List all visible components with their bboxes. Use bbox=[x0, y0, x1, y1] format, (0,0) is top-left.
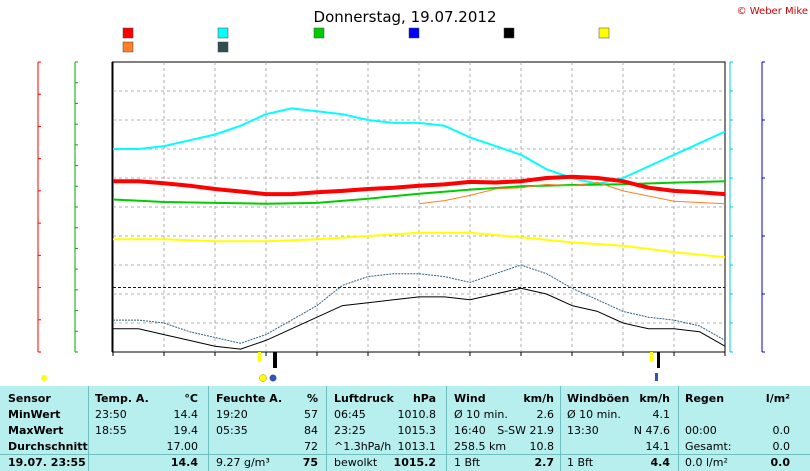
table-cell-gust-value: 14.1 bbox=[645, 440, 671, 453]
table-row-label: MinWert bbox=[8, 408, 61, 421]
moon-icon bbox=[269, 374, 277, 382]
legend bbox=[122, 27, 610, 53]
dewpoint-series-line bbox=[113, 231, 726, 259]
table-cell-wind-value: 10.8 bbox=[529, 440, 555, 453]
table-cell-hum-note: 19:20 bbox=[216, 408, 248, 421]
table-cell-gust-value: 4.4 bbox=[650, 456, 671, 469]
table-cell-press-value: 1013.1 bbox=[397, 440, 437, 453]
table-header-hum-unit: % bbox=[306, 392, 318, 405]
table-cell-press-value: 1015.2 bbox=[393, 456, 436, 469]
table-cell-rain-note: Gesamt: bbox=[685, 440, 732, 453]
table-header-sensor: Sensor bbox=[8, 392, 51, 405]
table-divider bbox=[326, 386, 327, 471]
chart-title: Donnerstag, 19.07.2012 bbox=[314, 8, 497, 26]
table-cell-wind-note: 258.5 km bbox=[454, 440, 507, 453]
temp-series-line bbox=[113, 174, 726, 197]
legend-swatch bbox=[503, 27, 515, 39]
table-cell-gust-note: Ø 10 min. bbox=[567, 408, 621, 421]
table-divider bbox=[88, 386, 89, 471]
table-cell-gust-value: N 47.6 bbox=[633, 424, 670, 437]
legend-swatch bbox=[217, 41, 229, 53]
table-cell-rain-value: 0.0 bbox=[770, 456, 791, 469]
table-header-rain-unit: l/m² bbox=[765, 392, 790, 405]
gust-series-line bbox=[113, 264, 726, 344]
table-cell-wind-value: S-SW 21.9 bbox=[497, 424, 554, 437]
pressure-series-line bbox=[112, 180, 726, 205]
table-cell-wind-note: 1 Bft bbox=[454, 456, 481, 469]
table-cell-temp-value: 19.4 bbox=[173, 424, 199, 437]
table-row-label: Durchschnitt bbox=[8, 440, 88, 453]
table-header-press: Luftdruck bbox=[334, 392, 394, 405]
table-cell-hum-value: 72 bbox=[304, 440, 318, 453]
table-cell-wind-value: 2.7 bbox=[534, 456, 555, 469]
legend-swatch bbox=[122, 41, 134, 53]
table-cell-rain-value: 0.0 bbox=[772, 440, 791, 453]
legend-swatch bbox=[313, 27, 325, 39]
table-divider bbox=[560, 386, 561, 471]
legend-swatch bbox=[122, 27, 134, 39]
table-divider bbox=[208, 386, 209, 471]
table-cell-hum-value: 57 bbox=[304, 408, 318, 421]
table-cell-press-note: 23:25 bbox=[334, 424, 366, 437]
moon-marker-icon bbox=[655, 373, 658, 381]
table-cell-temp-note: 18:55 bbox=[95, 424, 127, 437]
table-cell-press-note: bewolkt bbox=[334, 456, 378, 469]
table-cell-press-value: 1015.3 bbox=[397, 424, 437, 437]
table-cell-press-value: 1010.8 bbox=[397, 408, 437, 421]
legend-swatch bbox=[408, 27, 420, 39]
table-divider bbox=[678, 386, 679, 471]
table-cell-temp-value: 14.4 bbox=[173, 408, 199, 421]
table-cell-press-note: 06:45 bbox=[334, 408, 366, 421]
table-row-divider bbox=[0, 454, 810, 455]
table-header-wind: Wind bbox=[454, 392, 486, 405]
table-cell-hum-value: 75 bbox=[302, 456, 318, 469]
x-axis bbox=[112, 352, 726, 356]
weather-chart: Donnerstag, 19.07.2012 © Weber Mike bbox=[37, 6, 808, 382]
table-cell-wind-note: 16:40 bbox=[454, 424, 486, 437]
table-cell-hum-note: 05:35 bbox=[216, 424, 248, 437]
table-cell-hum-value: 84 bbox=[304, 424, 318, 437]
sunset-marker bbox=[650, 352, 653, 362]
table-header-hum: Feuchte A. bbox=[216, 392, 283, 405]
table-cell-rain-value: 0.0 bbox=[772, 424, 791, 437]
legend-swatch bbox=[598, 27, 610, 39]
sunrise-marker bbox=[258, 352, 261, 362]
table-cell-gust-note: 1 Bft bbox=[567, 456, 594, 469]
legend-swatch bbox=[217, 27, 229, 39]
table-cell-rain-note: 00:00 bbox=[685, 424, 717, 437]
table-cell-temp-value: 17.00 bbox=[166, 440, 199, 453]
moonset-marker bbox=[657, 352, 660, 368]
table-cell-wind-value: 2.6 bbox=[536, 408, 555, 421]
windchill-series-line bbox=[418, 182, 726, 205]
table-cell-wind-note: Ø 10 min. bbox=[454, 408, 508, 421]
wind-series-line bbox=[113, 287, 726, 350]
table-cell-temp-value: 14.4 bbox=[170, 456, 198, 469]
humidity-series-line bbox=[113, 107, 726, 185]
table-row-label: MaxWert bbox=[8, 424, 64, 437]
table-cell-rain-note: 0.0 l/m² bbox=[685, 456, 728, 469]
table-cell-gust-note: 13:30 bbox=[567, 424, 599, 437]
table-cell-temp-note: 23:50 bbox=[95, 408, 127, 421]
left-sun-icon bbox=[41, 375, 47, 381]
table-cell-press-note: ^1.3hPa/h bbox=[334, 440, 392, 453]
table-divider bbox=[446, 386, 447, 471]
table-header-gust-unit: km/h bbox=[639, 392, 670, 405]
moonrise-marker bbox=[273, 352, 277, 368]
sun-moon-markers bbox=[41, 352, 660, 382]
sun-icon bbox=[259, 374, 267, 382]
table-header-rain: Regen bbox=[685, 392, 725, 405]
table-header-press-unit: hPa bbox=[412, 392, 436, 405]
table-header-temp-unit: °C bbox=[184, 392, 198, 405]
axes bbox=[37, 61, 765, 353]
table-header-gust: Windböen bbox=[567, 392, 630, 405]
stats-table: Sensor Temp. A. °C Feuchte A.% Luftdruck hPa W… bbox=[0, 386, 810, 471]
table-cell-gust-value: 4.1 bbox=[652, 408, 671, 421]
table-row-label: 19.07. 23:55 bbox=[8, 456, 86, 469]
credit-label: © Weber Mike bbox=[737, 6, 808, 17]
table-header-temp: Temp. A. bbox=[95, 392, 149, 405]
table-header-wind-unit: km/h bbox=[523, 392, 554, 405]
series bbox=[112, 107, 726, 350]
table-cell-hum-note: 9.27 g/m³ bbox=[216, 456, 270, 469]
